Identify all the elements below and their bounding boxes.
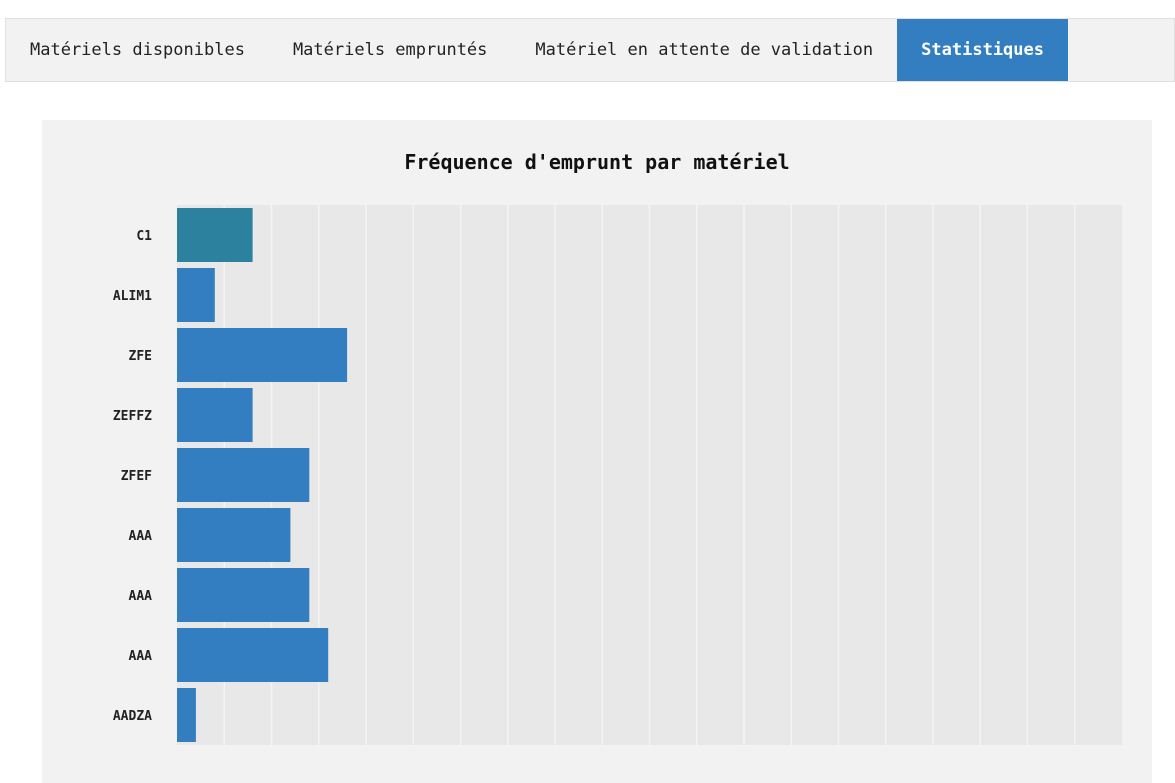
tab-materiels-empruntes[interactable]: Matériels empruntés	[292, 40, 488, 60]
bar-aaa[interactable]	[177, 568, 310, 622]
bar-zfef[interactable]	[177, 448, 310, 502]
category-label: ZFEF	[121, 469, 152, 484]
bar-alim1[interactable]	[177, 268, 215, 322]
category-label: ZFE	[129, 349, 152, 364]
category-label: AAA	[129, 649, 153, 664]
category-label: ALIM1	[113, 289, 152, 304]
chart-title: Fréquence d'emprunt par matériel	[404, 150, 790, 174]
bar-aaa[interactable]	[177, 508, 291, 562]
category-label: AAA	[129, 529, 153, 544]
bar-c1[interactable]	[177, 208, 253, 262]
tab-materiel-en-attente[interactable]: Matériel en attente de validation	[535, 40, 874, 60]
category-label: ZEFFZ	[113, 409, 152, 424]
bar-aadza[interactable]	[177, 688, 196, 742]
tab-bar: Matériels disponibles Matériels emprunté…	[5, 18, 1175, 82]
bar-zeffz[interactable]	[177, 388, 253, 442]
tab-statistiques[interactable]: Statistiques	[897, 19, 1068, 81]
bar-aaa[interactable]	[177, 628, 329, 682]
tab-materiels-disponibles[interactable]: Matériels disponibles	[30, 40, 245, 60]
category-label: AAA	[129, 589, 153, 604]
category-label: C1	[136, 229, 152, 244]
bar-zfe[interactable]	[177, 328, 348, 382]
category-label: AADZA	[113, 709, 152, 724]
